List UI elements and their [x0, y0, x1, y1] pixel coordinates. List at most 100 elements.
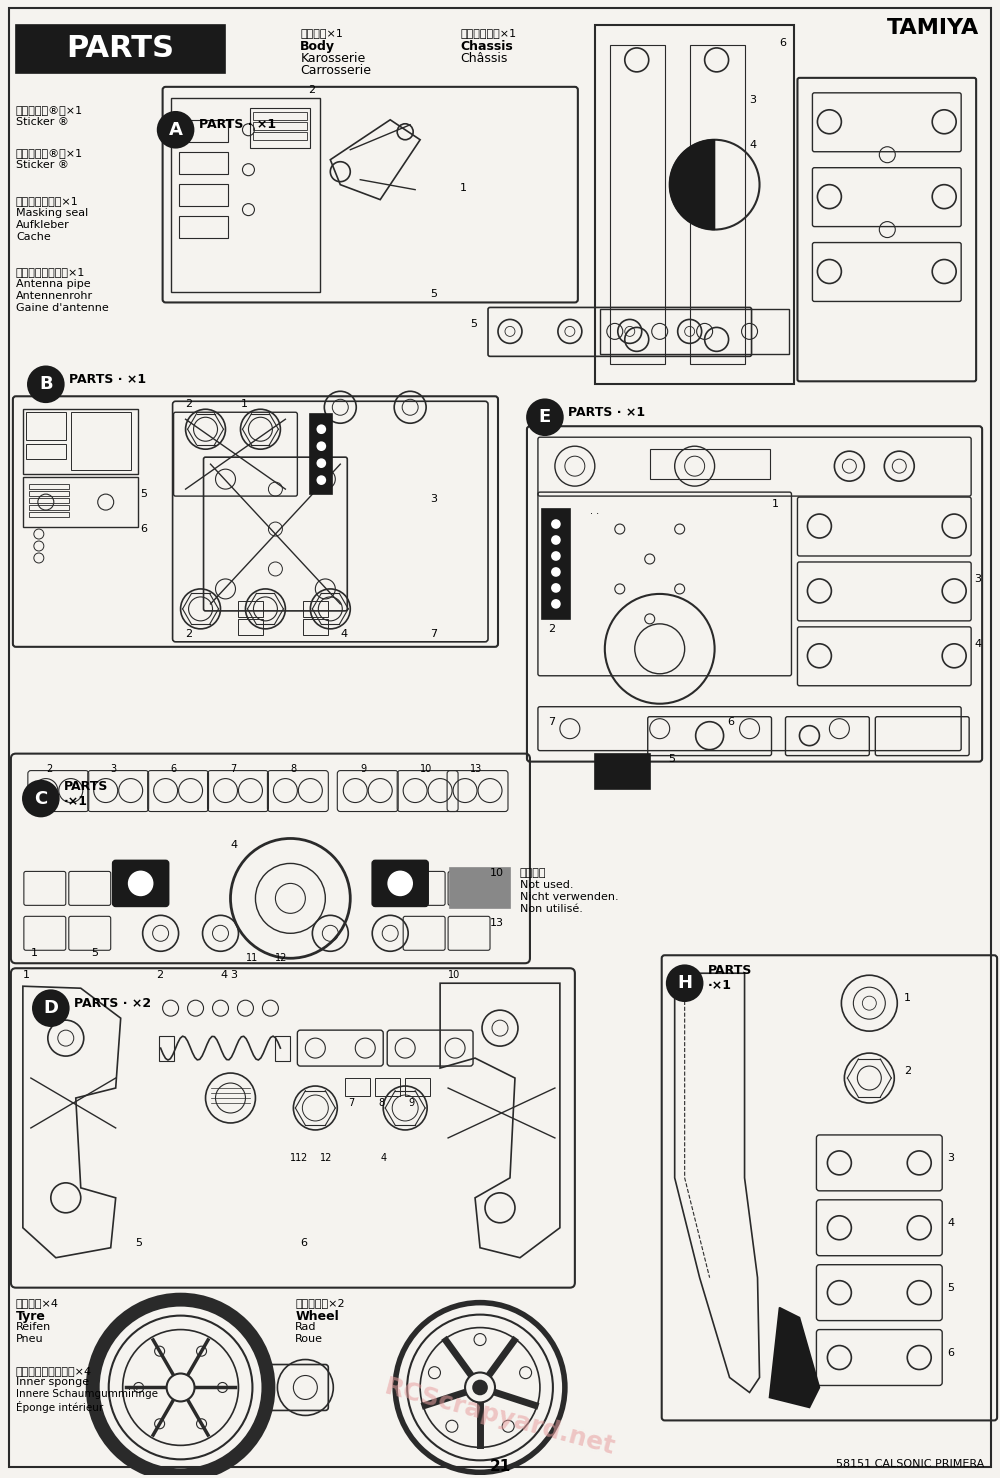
- Text: Nicht verwenden.: Nicht verwenden.: [520, 893, 619, 903]
- Circle shape: [465, 1373, 495, 1403]
- Text: 2: 2: [46, 764, 52, 773]
- Text: A: A: [169, 121, 183, 139]
- Text: 5: 5: [91, 949, 98, 958]
- Circle shape: [407, 1314, 553, 1460]
- Circle shape: [158, 112, 194, 148]
- Circle shape: [520, 1367, 532, 1379]
- Circle shape: [23, 780, 59, 816]
- Text: 5: 5: [430, 290, 437, 300]
- Bar: [29, 505, 69, 510]
- Text: Not used.: Not used.: [520, 881, 573, 890]
- Circle shape: [552, 568, 560, 576]
- Bar: [303, 602, 328, 616]
- Bar: [595, 754, 650, 789]
- Circle shape: [317, 460, 325, 467]
- Bar: [16, 25, 225, 72]
- Bar: [179, 120, 228, 142]
- Circle shape: [129, 872, 153, 896]
- Circle shape: [28, 367, 64, 402]
- Circle shape: [474, 1333, 486, 1345]
- Bar: [450, 869, 510, 909]
- Text: 2: 2: [904, 1066, 911, 1076]
- Bar: [29, 491, 69, 497]
- Text: Pneu: Pneu: [16, 1333, 44, 1344]
- Text: 4: 4: [380, 1153, 386, 1163]
- Text: 不要部品: 不要部品: [520, 869, 546, 878]
- Bar: [26, 445, 66, 460]
- Text: Gaine d'antenne: Gaine d'antenne: [16, 303, 109, 313]
- Text: 5: 5: [136, 1237, 143, 1247]
- Bar: [23, 409, 138, 474]
- Circle shape: [33, 990, 69, 1026]
- Text: Body: Body: [300, 40, 335, 53]
- Text: Innere Schaumgummiringe: Innere Schaumgummiringe: [16, 1389, 158, 1400]
- Text: 9: 9: [360, 764, 366, 773]
- Circle shape: [552, 600, 560, 607]
- Text: Sticker ®: Sticker ®: [16, 160, 69, 170]
- FancyBboxPatch shape: [372, 860, 428, 906]
- Circle shape: [109, 1315, 252, 1459]
- Text: 4: 4: [947, 1218, 954, 1228]
- Text: 3: 3: [430, 494, 437, 504]
- Circle shape: [667, 965, 703, 1001]
- Text: H: H: [677, 974, 692, 992]
- Text: 10: 10: [490, 869, 504, 878]
- Text: タイヤ・×4: タイヤ・×4: [16, 1298, 59, 1308]
- Text: 8: 8: [290, 764, 297, 773]
- Text: Antenna pipe: Antenna pipe: [16, 279, 91, 290]
- Text: 1: 1: [904, 993, 911, 1004]
- Bar: [303, 619, 328, 636]
- Text: マスクシール・×1: マスクシール・×1: [16, 195, 79, 205]
- Bar: [405, 1077, 430, 1097]
- Text: Roue: Roue: [295, 1333, 323, 1344]
- Bar: [26, 412, 66, 440]
- Bar: [179, 183, 228, 205]
- Text: 2: 2: [156, 970, 163, 980]
- Text: E: E: [539, 408, 551, 426]
- Text: 6: 6: [300, 1237, 307, 1247]
- Text: Non utilisé.: Non utilisé.: [520, 905, 583, 915]
- Bar: [610, 44, 665, 365]
- Text: 2: 2: [308, 84, 315, 95]
- Circle shape: [167, 1373, 195, 1401]
- Bar: [253, 112, 307, 120]
- Text: PARTS · ×1: PARTS · ×1: [199, 118, 276, 132]
- FancyBboxPatch shape: [113, 860, 169, 906]
- Bar: [29, 511, 69, 517]
- Circle shape: [552, 537, 560, 544]
- Circle shape: [317, 426, 325, 433]
- Text: 4: 4: [340, 628, 347, 638]
- Text: 58151 CALSONIC PRIMERA: 58151 CALSONIC PRIMERA: [836, 1459, 984, 1469]
- Text: 7: 7: [230, 764, 237, 773]
- Text: Reifen: Reifen: [16, 1321, 51, 1332]
- Text: PARTS: PARTS: [67, 34, 175, 64]
- Text: B: B: [39, 375, 53, 393]
- Bar: [595, 25, 794, 384]
- Bar: [179, 216, 228, 238]
- Text: 12: 12: [275, 953, 288, 964]
- Bar: [542, 508, 570, 619]
- Text: 13: 13: [470, 764, 482, 773]
- Text: 3: 3: [947, 1153, 954, 1163]
- Circle shape: [428, 1367, 440, 1379]
- Text: 5: 5: [141, 489, 148, 500]
- Bar: [275, 1036, 290, 1061]
- Circle shape: [552, 551, 560, 560]
- Text: 3: 3: [230, 970, 237, 980]
- Text: 1: 1: [240, 399, 247, 409]
- Text: 2: 2: [300, 1153, 307, 1163]
- Text: PARTS · ×2: PARTS · ×2: [74, 996, 151, 1009]
- Text: 1: 1: [31, 949, 38, 958]
- Text: Rad: Rad: [295, 1321, 317, 1332]
- Text: 4: 4: [230, 841, 238, 850]
- Text: ステッカー®・×1: ステッカー®・×1: [16, 148, 83, 158]
- Text: 4: 4: [221, 970, 228, 980]
- Circle shape: [317, 476, 325, 485]
- Text: 12: 12: [320, 1153, 333, 1163]
- Bar: [253, 132, 307, 140]
- Text: Sticker ®: Sticker ®: [16, 117, 69, 127]
- Text: 1: 1: [460, 183, 467, 192]
- Circle shape: [552, 584, 560, 591]
- Text: PARTS
·×1: PARTS ·×1: [708, 964, 752, 992]
- Text: 1: 1: [772, 500, 779, 508]
